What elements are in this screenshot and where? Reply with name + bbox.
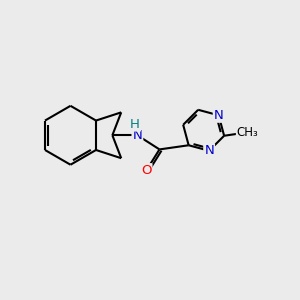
Text: CH₃: CH₃ xyxy=(237,126,259,139)
Text: O: O xyxy=(141,164,152,177)
Text: N: N xyxy=(204,144,214,157)
Text: N: N xyxy=(133,129,142,142)
Text: N: N xyxy=(214,109,224,122)
Text: H: H xyxy=(130,118,140,130)
